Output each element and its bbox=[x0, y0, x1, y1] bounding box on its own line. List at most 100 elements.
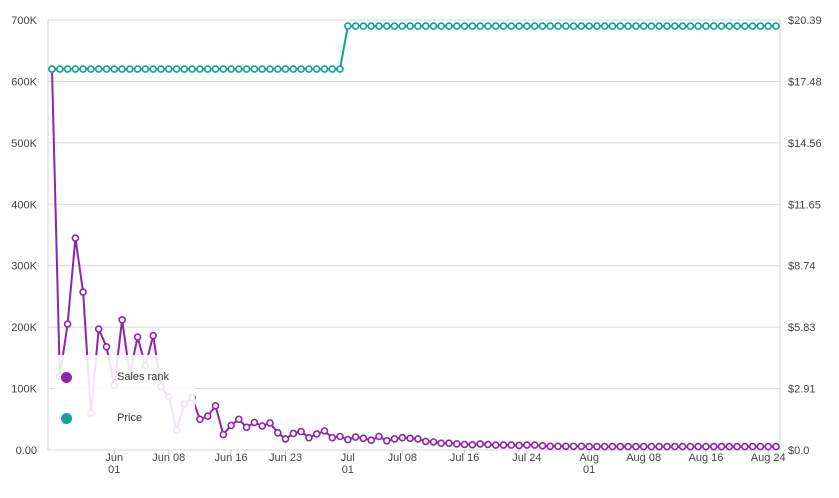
sales-rank-point[interactable] bbox=[133, 333, 142, 341]
sales-rank-point[interactable] bbox=[608, 442, 617, 451]
sales-rank-point[interactable] bbox=[398, 433, 407, 442]
price-point[interactable] bbox=[320, 65, 329, 73]
price-point[interactable] bbox=[87, 65, 95, 73]
sales-rank-point[interactable] bbox=[515, 441, 523, 450]
price-point[interactable] bbox=[118, 65, 126, 73]
sales-rank-point[interactable] bbox=[694, 442, 703, 451]
price-point[interactable] bbox=[515, 22, 523, 30]
price-point[interactable] bbox=[382, 22, 391, 30]
sales-rank-point[interactable] bbox=[546, 442, 555, 451]
price-point[interactable] bbox=[632, 22, 640, 30]
price-point[interactable] bbox=[421, 22, 430, 30]
sales-rank-point[interactable] bbox=[336, 432, 344, 441]
price-point[interactable] bbox=[273, 65, 282, 73]
price-point[interactable] bbox=[258, 65, 267, 73]
price-point[interactable] bbox=[211, 65, 220, 73]
sales-rank-point[interactable] bbox=[250, 418, 259, 427]
sales-rank-point[interactable] bbox=[741, 442, 749, 451]
sales-rank-point[interactable] bbox=[702, 442, 710, 451]
price-point[interactable] bbox=[523, 22, 531, 30]
price-point[interactable] bbox=[569, 22, 578, 30]
price-point[interactable] bbox=[678, 22, 687, 30]
sales-rank-point[interactable] bbox=[452, 440, 461, 448]
price-point[interactable] bbox=[110, 65, 119, 73]
sales-rank-point[interactable] bbox=[235, 415, 243, 424]
price-point[interactable] bbox=[305, 65, 313, 73]
legend-item-price[interactable]: Price bbox=[55, 408, 142, 428]
sales-rank-point[interactable] bbox=[219, 430, 228, 439]
price-point[interactable] bbox=[499, 22, 508, 30]
sales-rank-point[interactable] bbox=[242, 423, 251, 432]
sales-rank-point[interactable] bbox=[203, 412, 212, 421]
sales-rank-point[interactable] bbox=[382, 436, 391, 445]
sales-rank-point[interactable] bbox=[305, 433, 313, 442]
price-point[interactable] bbox=[359, 22, 368, 30]
sales-rank-point[interactable] bbox=[149, 331, 157, 340]
price-point[interactable] bbox=[608, 22, 617, 30]
sales-rank-point[interactable] bbox=[227, 421, 235, 430]
price-point[interactable] bbox=[484, 22, 492, 30]
price-point[interactable] bbox=[546, 22, 555, 30]
price-point[interactable] bbox=[336, 65, 344, 73]
sales-rank-point[interactable] bbox=[429, 438, 438, 446]
sales-rank-point[interactable] bbox=[343, 435, 352, 444]
sales-rank-point[interactable] bbox=[507, 441, 516, 449]
price-point[interactable] bbox=[429, 22, 438, 30]
sales-rank-point[interactable] bbox=[616, 442, 625, 451]
sales-rank-point[interactable] bbox=[756, 442, 765, 451]
price-point[interactable] bbox=[491, 22, 500, 30]
sales-rank-point[interactable] bbox=[196, 415, 204, 424]
sales-rank-point[interactable] bbox=[709, 442, 718, 451]
price-point[interactable] bbox=[772, 22, 780, 30]
price-point[interactable] bbox=[157, 65, 165, 73]
sales-rank-point[interactable] bbox=[102, 342, 111, 351]
sales-rank-point[interactable] bbox=[359, 434, 368, 443]
sales-rank-point[interactable] bbox=[351, 433, 360, 441]
sales-rank-point[interactable] bbox=[320, 427, 329, 435]
price-point[interactable] bbox=[406, 22, 414, 30]
price-point[interactable] bbox=[398, 22, 407, 30]
price-point[interactable] bbox=[172, 65, 181, 73]
price-point[interactable] bbox=[476, 22, 485, 30]
price-point[interactable] bbox=[227, 65, 235, 73]
sales-rank-point[interactable] bbox=[639, 442, 648, 451]
sales-rank-point[interactable] bbox=[538, 441, 547, 450]
price-point[interactable] bbox=[196, 65, 204, 73]
price-point[interactable] bbox=[312, 65, 321, 73]
sales-rank-point[interactable] bbox=[772, 442, 780, 451]
sales-rank-point[interactable] bbox=[530, 441, 539, 449]
price-point[interactable] bbox=[577, 22, 586, 30]
price-point[interactable] bbox=[468, 22, 477, 30]
price-point[interactable] bbox=[55, 65, 64, 73]
sales-rank-point[interactable] bbox=[491, 441, 500, 449]
sales-rank-point[interactable] bbox=[273, 428, 282, 437]
price-point[interactable] bbox=[733, 22, 741, 30]
sales-rank-point[interactable] bbox=[468, 440, 477, 449]
price-point[interactable] bbox=[593, 22, 601, 30]
sales-rank-point[interactable] bbox=[94, 325, 103, 333]
sales-rank-point[interactable] bbox=[281, 435, 290, 443]
sales-rank-point[interactable] bbox=[375, 432, 383, 441]
price-point[interactable] bbox=[149, 65, 157, 73]
price-point[interactable] bbox=[133, 65, 142, 73]
price-point[interactable] bbox=[297, 65, 305, 73]
price-point[interactable] bbox=[460, 22, 469, 30]
price-point[interactable] bbox=[624, 22, 632, 30]
price-point[interactable] bbox=[670, 22, 679, 30]
sales-rank-point[interactable] bbox=[312, 430, 321, 438]
price-point[interactable] bbox=[452, 22, 461, 30]
sales-rank-point[interactable] bbox=[445, 439, 453, 448]
sales-rank-point[interactable] bbox=[670, 442, 679, 451]
sales-rank-point[interactable] bbox=[624, 442, 632, 451]
price-point[interactable] bbox=[289, 65, 298, 73]
price-point[interactable] bbox=[343, 22, 352, 30]
sales-rank-point[interactable] bbox=[289, 429, 298, 438]
price-point[interactable] bbox=[663, 22, 671, 30]
sales-rank-point[interactable] bbox=[79, 288, 87, 296]
sales-rank-point[interactable] bbox=[71, 234, 80, 242]
legend-item-sales-rank[interactable]: Sales rank bbox=[55, 367, 169, 387]
sales-rank-point[interactable] bbox=[647, 442, 656, 451]
price-point[interactable] bbox=[188, 65, 196, 73]
sales-rank-point[interactable] bbox=[328, 433, 337, 442]
price-point[interactable] bbox=[414, 22, 422, 30]
